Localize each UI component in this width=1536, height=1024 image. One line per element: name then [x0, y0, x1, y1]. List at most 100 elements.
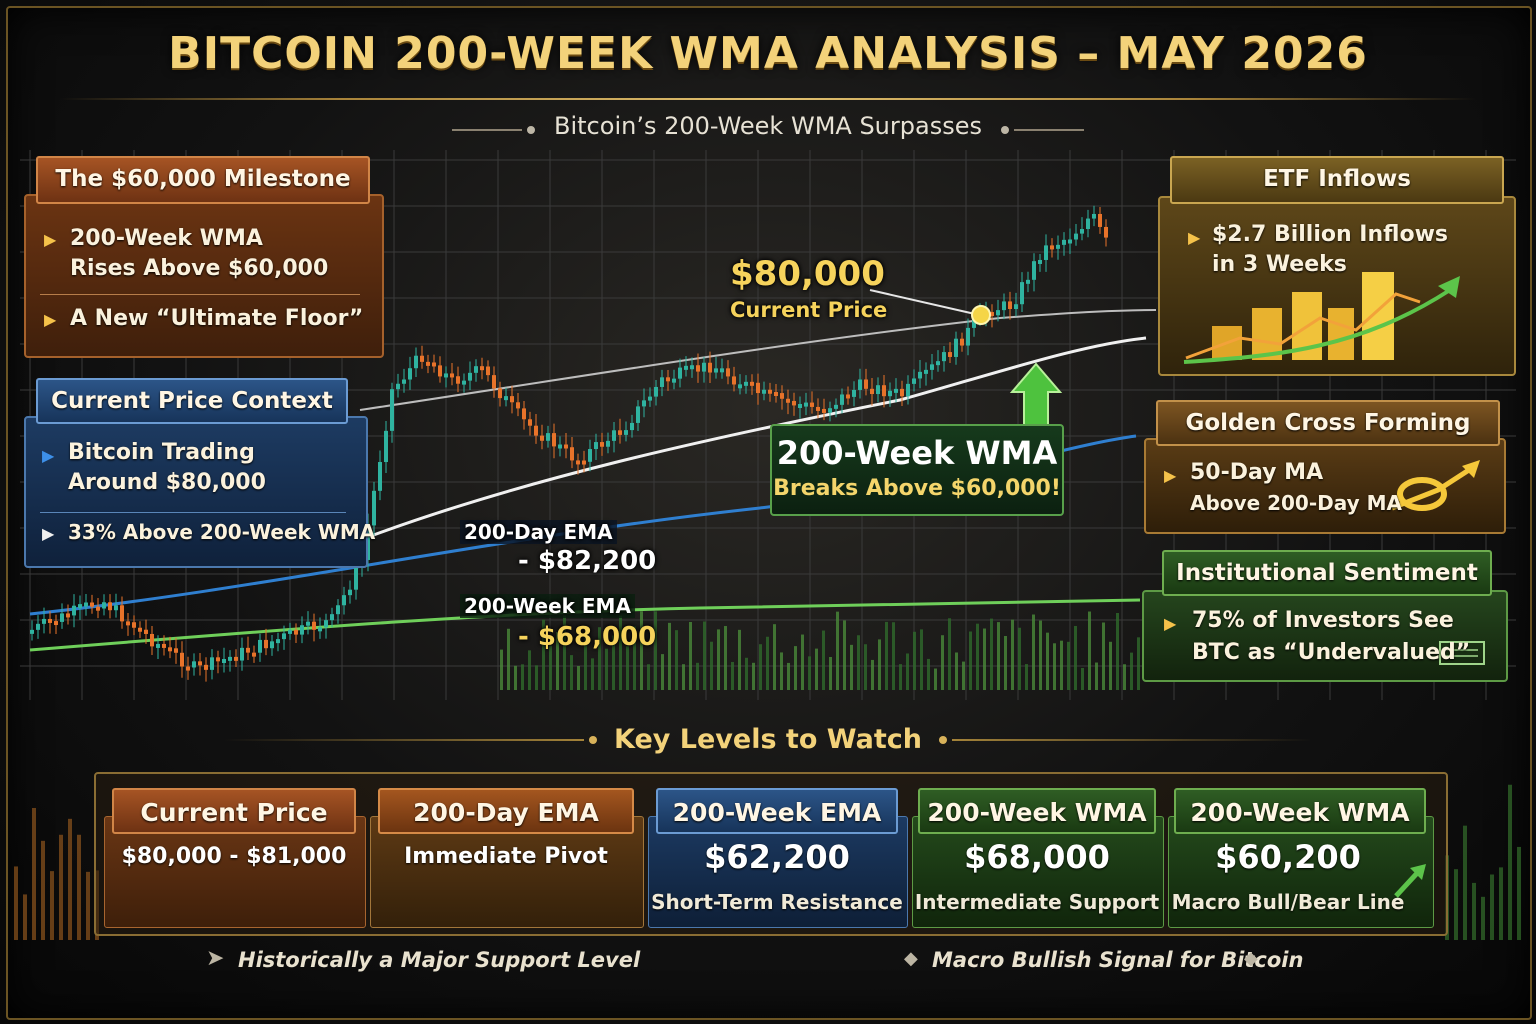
volume-bar: [710, 641, 713, 690]
institutional-sentiment-panel-title: Institutional Sentiment: [1162, 550, 1492, 596]
candle-body: [420, 355, 424, 362]
candle-body: [432, 362, 436, 367]
candle-body: [78, 604, 82, 609]
volume-bar: [689, 622, 692, 690]
candle-body: [726, 368, 730, 377]
price-context-panel-title: Current Price Context: [36, 378, 348, 424]
volume-bar: [696, 662, 699, 690]
triangle-bullet-icon: ▶: [1164, 466, 1177, 485]
candle-body: [708, 362, 712, 373]
level-card-200-week-ema: [648, 816, 908, 928]
volume-bar: [1137, 637, 1140, 690]
footer-left-note: Historically a Major Support Level: [238, 948, 641, 972]
candle-body: [1086, 218, 1090, 230]
level-card-200-week-wma-2: [1168, 816, 1434, 928]
candle-body: [510, 396, 514, 403]
candle-body: [996, 310, 1000, 316]
up-arrow-icon: [1394, 864, 1426, 898]
candle-body: [84, 602, 88, 607]
volume-bar: [654, 611, 657, 690]
volume-bar: [668, 622, 671, 690]
level-card-200-week-wma-2-note: Macro Bull/Bear Line: [1171, 890, 1405, 914]
candle-body: [492, 375, 496, 389]
background-bar: [14, 866, 18, 940]
candle-body: [312, 621, 316, 630]
institutional-bullet-1: 75% of Investors See: [1192, 608, 1454, 633]
candle-body: [162, 643, 166, 648]
subtitle-rule-left: [451, 128, 522, 131]
candle-body: [252, 652, 256, 657]
volume-bar: [990, 618, 993, 690]
background-bar: [59, 834, 63, 940]
subtitle-dot-left: [526, 125, 535, 134]
candle-body: [1032, 261, 1036, 280]
candle-body: [774, 392, 778, 397]
candle-body: [42, 618, 46, 624]
milestone-divider: [40, 294, 360, 295]
golden-bullet-2: Above 200-Day MA: [1190, 491, 1403, 515]
candle-body: [930, 364, 934, 370]
candle-body: [354, 566, 358, 590]
candle-body: [732, 376, 736, 385]
volume-bar: [885, 621, 888, 690]
volume-bar: [661, 654, 664, 690]
candle-body: [402, 379, 406, 384]
volume-bar: [1109, 641, 1112, 690]
candle-body: [684, 365, 688, 370]
volume-bar: [773, 624, 776, 690]
volume-bar: [640, 611, 643, 690]
candle-body: [756, 382, 760, 394]
candle-body: [858, 379, 862, 390]
candle-body: [96, 606, 100, 611]
candle-body: [66, 613, 70, 618]
volume-bar: [976, 623, 979, 690]
level-card-200-week-wma-1-value: $68,000: [964, 838, 1110, 876]
candle-body: [678, 367, 682, 379]
volume-bar: [535, 665, 538, 690]
level-card-200-week-ema-title: 200-Week EMA: [656, 788, 898, 834]
volume-bar: [920, 629, 923, 690]
page-subtitle: Bitcoin’s 200-Week WMA Surpasses: [554, 112, 982, 140]
level-card-200-day-ema: [370, 816, 644, 928]
candle-body: [234, 656, 238, 661]
candle-body: [306, 621, 310, 626]
volume-bar: [1123, 664, 1126, 690]
volume-bar: [955, 652, 958, 690]
candle-body: [270, 641, 274, 649]
candle-body: [522, 408, 526, 420]
candle-body: [240, 647, 244, 661]
candle-body: [192, 661, 196, 668]
volume-bar: [871, 659, 874, 690]
volume-bar: [948, 618, 951, 690]
candle-body: [876, 385, 880, 395]
background-bar: [68, 818, 72, 940]
candle-body: [132, 622, 136, 628]
candle-body: [900, 388, 904, 397]
candle-body: [504, 396, 508, 401]
candle-body: [612, 430, 616, 441]
candle-body: [48, 618, 52, 623]
volume-bar: [1018, 627, 1021, 690]
candle-body: [1014, 304, 1018, 310]
etf-bars-icon: [1183, 272, 1460, 364]
volume-bar: [591, 658, 594, 690]
candle-body: [480, 366, 484, 371]
background-bar: [1508, 784, 1512, 940]
background-bar: [1463, 825, 1467, 940]
candle-body: [1050, 245, 1054, 250]
candle-body: [198, 661, 202, 666]
candle-body: [792, 400, 796, 406]
volume-bar: [1067, 641, 1070, 690]
candle-body: [60, 613, 64, 622]
volume-bar: [1004, 636, 1007, 690]
volume-bar: [563, 615, 566, 690]
page-title: BITCOIN 200-WEEK WMA ANALYSIS – MAY 2026: [168, 28, 1368, 79]
milestone-bullet-3: A New “Ultimate Floor”: [70, 306, 364, 331]
milestone-bullet-2: Rises Above $60,000: [70, 256, 329, 281]
levels-dot-right: [939, 735, 948, 744]
background-bar: [77, 834, 81, 940]
candle-body: [822, 408, 826, 413]
triangle-bullet-icon: ▶: [1164, 614, 1177, 633]
volume-bar: [717, 629, 720, 690]
candle-body: [990, 312, 994, 317]
